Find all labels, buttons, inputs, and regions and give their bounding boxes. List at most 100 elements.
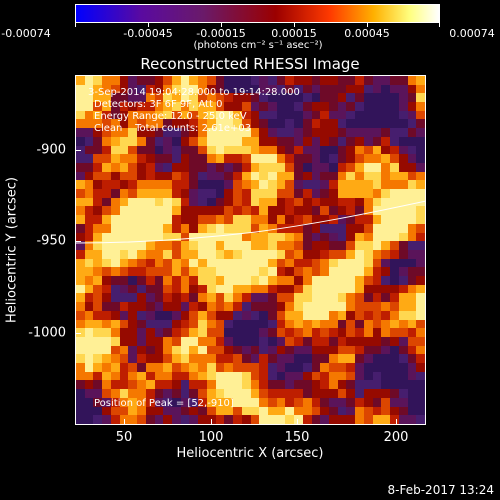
image-pixel [285, 345, 295, 355]
image-pixel [180, 267, 190, 277]
image-pixel [355, 276, 364, 285]
image-pixel [241, 302, 251, 311]
image-pixel [137, 249, 146, 259]
image-pixel [407, 267, 417, 277]
image-pixel [93, 128, 103, 137]
image-pixel [294, 276, 303, 285]
image-pixel [267, 302, 277, 311]
image-pixel [93, 328, 103, 337]
image-pixel [163, 232, 172, 242]
image-pixel [416, 380, 425, 390]
image-pixel [337, 284, 347, 294]
image-pixel [398, 110, 408, 120]
image-pixel [285, 249, 295, 259]
image-pixel [171, 249, 181, 259]
image-pixel [250, 336, 260, 346]
image-pixel [76, 345, 85, 355]
image-pixel [137, 119, 146, 129]
image-pixel [311, 415, 321, 424]
image-pixel [154, 189, 164, 198]
image-pixel [215, 354, 225, 364]
image-pixel [329, 119, 338, 129]
image-pixel [189, 110, 199, 120]
y-axis-title: Heliocentric Y (arcsec) [4, 177, 20, 323]
image-pixel [154, 415, 164, 424]
image-pixel [416, 119, 425, 129]
image-pixel [233, 223, 242, 233]
image-pixel [171, 241, 181, 250]
image-pixel [381, 171, 391, 181]
image-pixel [337, 397, 347, 407]
image-pixel [302, 310, 312, 320]
image-pixel [355, 136, 364, 146]
image-pixel [355, 293, 364, 303]
image-pixel [128, 310, 138, 320]
image-pixel [346, 171, 356, 181]
image-pixel [154, 154, 164, 163]
image-pixel [206, 110, 216, 120]
image-pixel [233, 171, 242, 181]
image-pixel [355, 415, 364, 424]
image-pixel [398, 93, 408, 103]
image-pixel [145, 93, 155, 103]
image-pixel [250, 415, 260, 424]
image-pixel [416, 302, 425, 311]
image-pixel [171, 102, 181, 111]
image-pixel [329, 128, 338, 137]
image-pixel [128, 258, 138, 268]
image-pixel [198, 197, 207, 207]
image-pixel [163, 380, 172, 390]
image-pixel [76, 110, 85, 120]
colorbar-units: (photons cm⁻² s⁻¹ asec⁻²) [193, 40, 323, 51]
image-pixel [84, 380, 94, 390]
image-pixel [390, 102, 399, 111]
image-pixel [311, 102, 321, 111]
image-pixel [110, 293, 120, 303]
image-pixel [233, 319, 242, 329]
image-pixel [76, 119, 85, 129]
image-pixel [267, 380, 277, 390]
image-pixel [180, 406, 190, 416]
image-pixel [285, 154, 295, 163]
image-pixel [137, 171, 146, 181]
image-pixel [76, 310, 85, 320]
image-pixel [398, 145, 408, 155]
image-pixel [363, 380, 373, 390]
image-pixel [259, 380, 268, 390]
image-pixel [398, 371, 408, 381]
image-pixel [154, 293, 164, 303]
image-pixel [390, 76, 399, 85]
image-pixel [163, 119, 172, 129]
image-pixel [93, 310, 103, 320]
image-pixel [119, 197, 129, 207]
image-pixel [311, 180, 321, 190]
image-pixel [363, 136, 373, 146]
image-pixel [337, 380, 347, 390]
image-pixel [110, 276, 120, 285]
image-pixel [363, 93, 373, 103]
image-pixel [390, 406, 399, 416]
image-pixel [215, 284, 225, 294]
image-pixel [407, 232, 417, 242]
image-pixel [110, 189, 120, 198]
colorbar-tick [148, 23, 149, 27]
image-pixel [390, 232, 399, 242]
image-pixel [84, 336, 94, 346]
image-pixel [84, 154, 94, 163]
image-pixel [128, 293, 138, 303]
image-pixel [320, 162, 330, 172]
image-pixel [372, 110, 382, 120]
image-pixel [390, 380, 399, 390]
image-pixel [102, 415, 111, 424]
image-pixel [390, 267, 399, 277]
image-pixel [206, 354, 216, 364]
image-pixel [329, 397, 338, 407]
image-pixel [259, 110, 268, 120]
image-pixel [407, 110, 417, 120]
image-pixel [198, 241, 207, 250]
image-pixel [180, 345, 190, 355]
image-pixel [137, 76, 146, 85]
image-pixel [372, 171, 382, 181]
image-pixel [302, 389, 312, 398]
image-pixel [233, 345, 242, 355]
